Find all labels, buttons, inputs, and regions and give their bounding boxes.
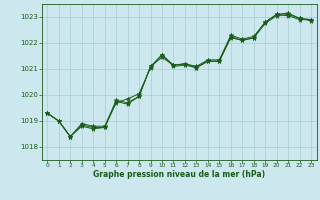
X-axis label: Graphe pression niveau de la mer (hPa): Graphe pression niveau de la mer (hPa)	[93, 170, 265, 179]
